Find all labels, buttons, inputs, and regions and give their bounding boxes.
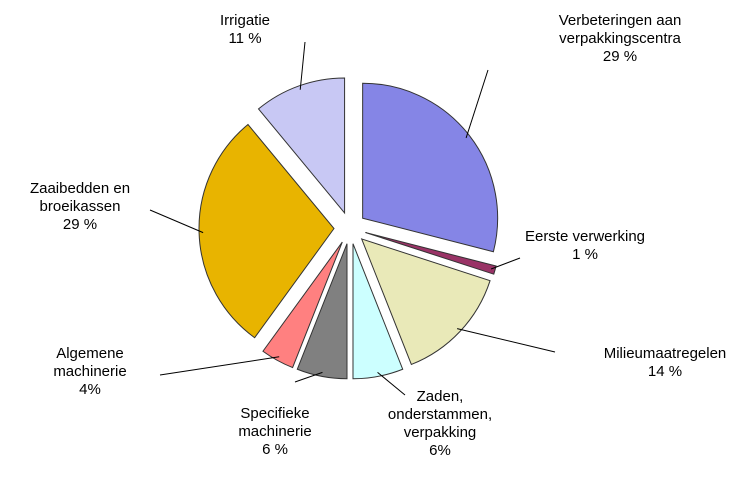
- pie-slice: [257, 77, 346, 215]
- value-label: 6%: [429, 442, 451, 459]
- pie-slice: [360, 238, 491, 366]
- leader-line: [299, 41, 306, 90]
- category-label: Zaaibedden en broeikassen: [29, 180, 131, 215]
- pie-slice: [352, 243, 404, 380]
- value-label: 1 %: [572, 246, 598, 263]
- slice-label: Zaden, onderstammen, verpakking 6%: [383, 388, 498, 460]
- slice-label: Eerste verwerking 1 %: [510, 228, 660, 264]
- slice-label: Milieumaatregelen 14 %: [585, 345, 741, 381]
- pie-slice: [365, 231, 497, 275]
- category-label: Irrigatie: [219, 12, 271, 29]
- leader-line: [490, 257, 521, 270]
- slice-label: Irrigatie 11 %: [205, 12, 285, 48]
- value-label: 11 %: [228, 30, 262, 47]
- leader-line: [465, 69, 489, 139]
- slice-label: Verbeteringen aan verpakkingscentra 29 %: [540, 12, 700, 66]
- slice-label: Algemene machinerie 4%: [35, 345, 145, 399]
- category-label: Verbeteringen aan verpakkingscentra: [558, 12, 682, 47]
- value-label: 29 %: [62, 216, 98, 233]
- pie-slice: [296, 243, 348, 380]
- value-label: 4%: [79, 381, 101, 398]
- slice-label: Zaaibedden en broeikassen 29 %: [23, 180, 138, 234]
- category-label: Algemene machinerie: [53, 345, 127, 380]
- leader-line: [377, 371, 406, 396]
- category-label: Specifieke machinerie: [238, 405, 312, 440]
- category-label: Eerste verwerking: [524, 228, 646, 245]
- value-label: 14 %: [647, 363, 683, 380]
- category-label: Zaden, onderstammen, verpakking: [387, 388, 493, 441]
- pie-slice: [362, 82, 499, 253]
- leader-line: [159, 356, 280, 376]
- leader-line: [457, 328, 556, 353]
- pie-slice: [262, 241, 343, 369]
- leader-line: [149, 209, 204, 234]
- value-label: 6 %: [262, 441, 288, 458]
- value-label: 29 %: [602, 48, 638, 65]
- leader-line: [294, 371, 323, 383]
- pie-slice: [198, 123, 335, 339]
- category-label: Milieumaatregelen: [603, 345, 727, 362]
- slice-label: Specifieke machinerie 6 %: [225, 405, 325, 459]
